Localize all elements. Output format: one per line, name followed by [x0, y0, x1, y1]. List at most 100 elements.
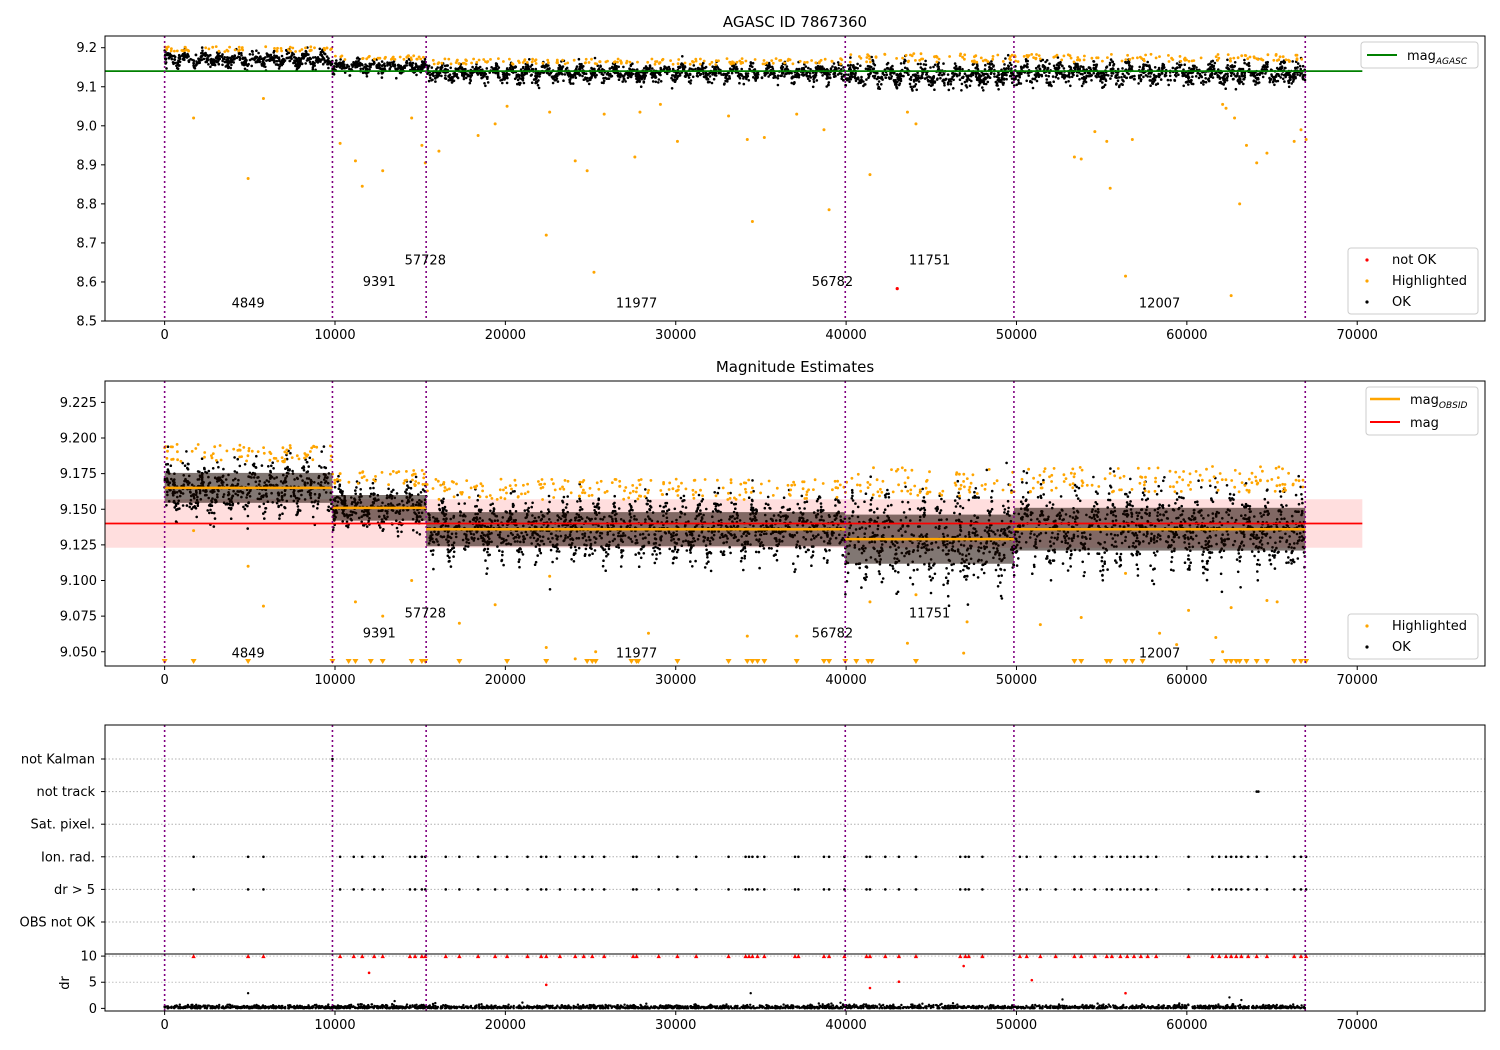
ok-point [1298, 74, 1302, 77]
ok-point [209, 58, 212, 61]
ok-point [321, 49, 324, 53]
ok-point [478, 71, 481, 75]
ok-point [1257, 81, 1261, 84]
obsid-label: 12007 [1139, 296, 1180, 311]
ok-point [637, 72, 641, 76]
ok-point [1082, 77, 1086, 81]
highlighted-point [901, 56, 904, 60]
ok-point [318, 60, 322, 63]
ok-point [688, 72, 692, 76]
ok-point [496, 71, 500, 75]
ok-point [218, 54, 222, 58]
ok-point [403, 65, 406, 68]
ok-point [232, 61, 235, 64]
ok-point [765, 67, 768, 70]
ok-point [859, 64, 862, 67]
highlighted-point [973, 55, 976, 59]
ok-point [860, 78, 863, 82]
ok-point [485, 67, 489, 70]
ok-point [671, 67, 675, 71]
ok-point [1192, 67, 1196, 70]
ok-point [994, 80, 998, 84]
ok-point [927, 83, 931, 87]
highlighted-point [814, 61, 818, 65]
ok-point [460, 67, 463, 70]
ok-point [360, 62, 364, 66]
ok-point [648, 67, 651, 70]
highlighted-point [192, 116, 196, 120]
ok-point [1095, 72, 1099, 76]
highlighted-point [904, 53, 908, 57]
ok-point [785, 65, 789, 68]
ok-point [359, 67, 363, 71]
ok-point [635, 80, 639, 84]
highlighted-point [410, 116, 414, 120]
ok-point [1048, 71, 1051, 74]
ok-point [908, 82, 912, 86]
ok-point [1262, 64, 1266, 67]
ok-point [264, 507, 268, 510]
highlighted-point [360, 476, 364, 479]
ok-point [944, 77, 948, 81]
highlighted-point [194, 447, 198, 450]
ok-point [187, 59, 190, 63]
ok-point [553, 79, 557, 82]
x-tick-label: 50000 [996, 328, 1037, 343]
ok-point [556, 80, 560, 83]
ok-point [230, 63, 233, 67]
ok-point [1108, 61, 1112, 65]
ok-point [406, 484, 409, 487]
highlighted-point [447, 57, 451, 61]
ok-point [436, 72, 440, 75]
ok-point [694, 67, 697, 71]
ok-point [601, 73, 605, 77]
ok-point [808, 72, 812, 75]
highlighted-point [1252, 55, 1256, 59]
ok-point [1207, 77, 1211, 80]
ok-point [1173, 78, 1176, 82]
ok-point [836, 61, 840, 64]
ok-point [765, 72, 768, 75]
ok-point [960, 89, 963, 92]
ok-point [654, 76, 658, 79]
obsid-label: 56782 [812, 275, 853, 290]
highlighted-point [294, 50, 297, 53]
ok-point [519, 68, 523, 71]
ok-point [246, 514, 250, 518]
ok-point [1045, 81, 1048, 84]
highlighted-point [1246, 57, 1250, 61]
ok-point [288, 59, 292, 63]
highlighted-point [508, 57, 511, 61]
highlighted-point [443, 57, 447, 61]
ok-point [255, 55, 259, 59]
ok-point [393, 63, 397, 66]
ok-point [415, 63, 418, 67]
ok-point [916, 77, 920, 81]
highlighted-point [839, 57, 842, 60]
highlighted-point [419, 57, 423, 61]
ok-point [1110, 71, 1113, 75]
ok-point [340, 61, 343, 65]
ok-point [409, 486, 413, 490]
highlighted-point [981, 59, 985, 63]
highlighted-point [584, 61, 587, 64]
ok-point [1031, 86, 1035, 90]
legend-swatch-ok [1365, 300, 1369, 304]
ok-point [1101, 81, 1104, 84]
ok-point [522, 81, 526, 85]
highlighted-point [1178, 55, 1182, 58]
highlighted-point [183, 48, 187, 52]
ok-point [209, 508, 212, 512]
ok-point [345, 524, 348, 528]
legend-label-highlighted: Highlighted [1392, 274, 1467, 289]
ok-point [1127, 72, 1130, 76]
ok-point [469, 79, 473, 83]
highlighted-point [1052, 55, 1056, 59]
ok-point [444, 74, 447, 77]
ok-point [265, 52, 269, 55]
highlighted-point [1066, 53, 1070, 57]
ok-point [1182, 84, 1185, 88]
ok-point [426, 67, 430, 71]
ok-point [1294, 76, 1297, 80]
ok-point [833, 72, 836, 76]
